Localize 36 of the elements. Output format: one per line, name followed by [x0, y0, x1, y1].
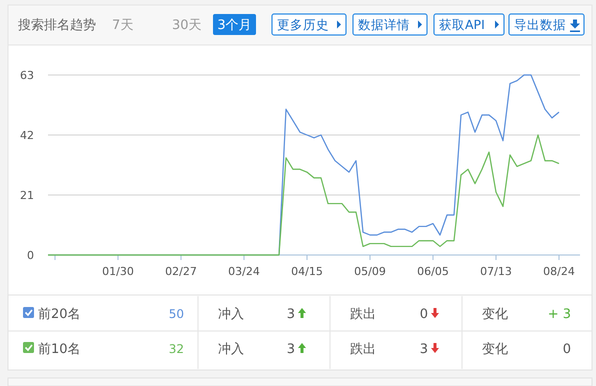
y-tick-label: 0 — [27, 249, 34, 262]
y-tick-label: 42 — [20, 129, 34, 142]
text: + 3 — [548, 307, 571, 322]
text: 0 — [562, 342, 571, 357]
y-tick-label: 63 — [20, 69, 34, 82]
x-tick-label: 03/24 — [228, 265, 260, 278]
x-tick-label: 02/27 — [165, 265, 197, 278]
text: 冲入 — [218, 342, 244, 357]
text: 更多历史 — [277, 17, 329, 32]
text: 跌出 — [350, 307, 376, 322]
x-tick-label: 07/13 — [480, 265, 512, 278]
x-tick-label: 08/24 — [543, 265, 575, 278]
text: 7天 — [112, 18, 134, 33]
text: 导出数据 — [514, 17, 566, 32]
legend-label: 前10名 — [38, 342, 81, 357]
text: 获取API — [439, 17, 485, 32]
legend-label: 前20名 — [38, 307, 81, 322]
text: 3 — [286, 342, 295, 357]
x-tick-label: 04/15 — [291, 265, 323, 278]
text: 30天 — [172, 18, 202, 33]
text: 冲入 — [218, 307, 244, 322]
text: 3 — [286, 307, 295, 322]
x-tick-label: 01/30 — [102, 265, 134, 278]
text: 变化 — [482, 307, 508, 322]
text: 数据详情 — [358, 17, 410, 32]
y-tick-label: 21 — [20, 189, 34, 202]
text: 50 — [168, 307, 184, 321]
x-tick-label: 05/09 — [354, 265, 386, 278]
text: 跌出 — [350, 342, 376, 357]
text: 3个月 — [217, 18, 252, 33]
x-tick-label: 06/05 — [417, 265, 449, 278]
chart-title: 搜索排名趋势 — [18, 18, 96, 33]
text: 变化 — [482, 342, 508, 357]
text: 3 — [420, 342, 428, 357]
text: 0 — [420, 307, 428, 322]
text: 32 — [168, 342, 184, 356]
